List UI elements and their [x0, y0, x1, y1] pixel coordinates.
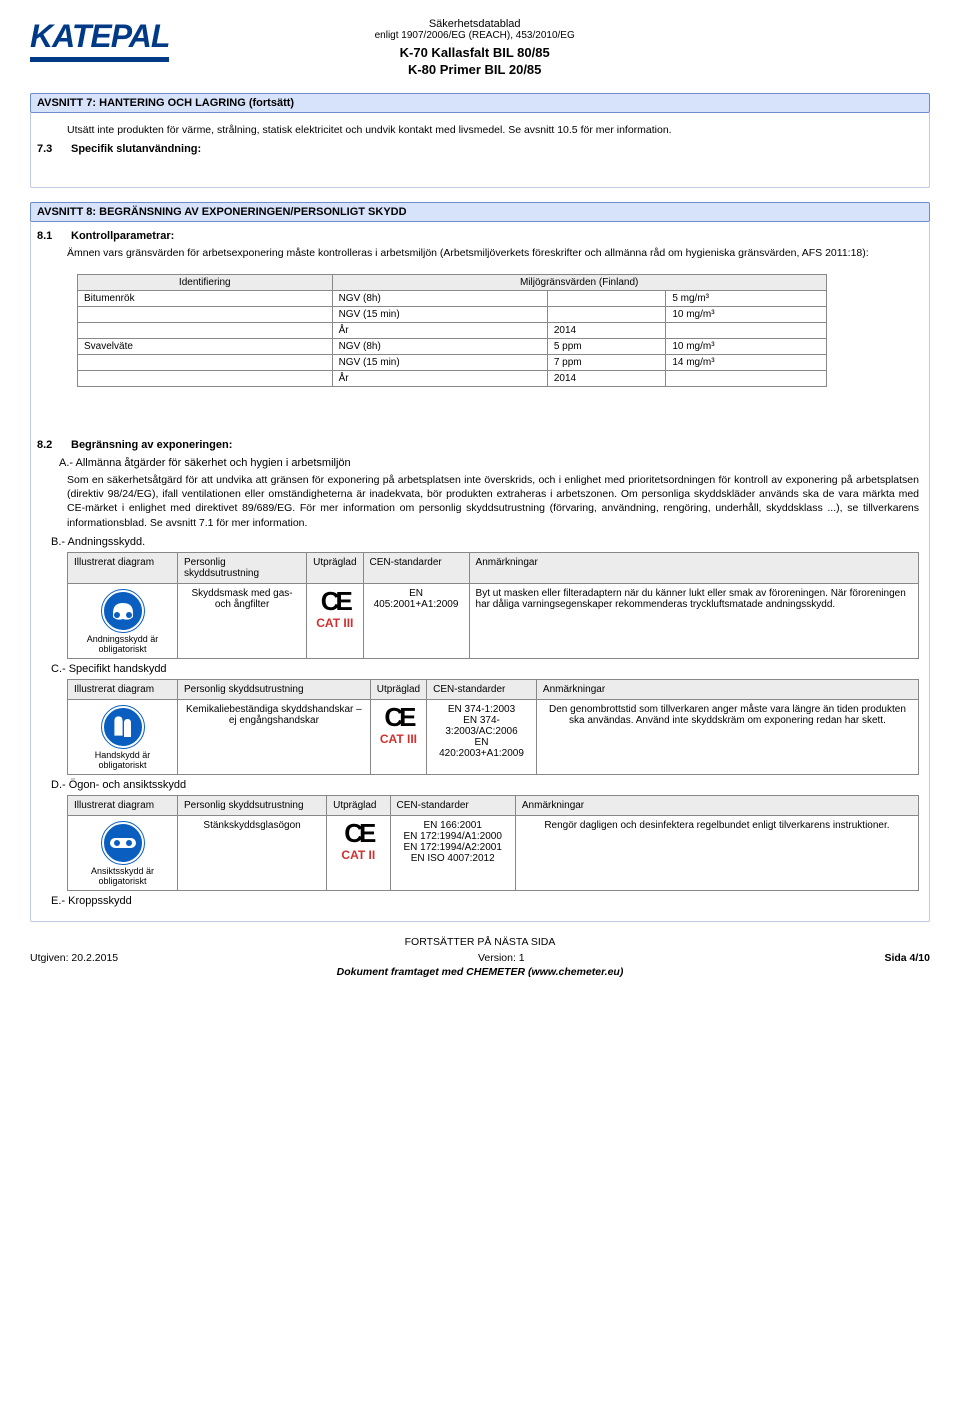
- b-remarks: Byt ut masken eller filteradaptern när d…: [469, 583, 918, 658]
- limits-table: Identifiering Miljögränsvärden (Finland)…: [77, 274, 827, 387]
- subsection-b-title: B.- Andningsskydd.: [51, 536, 919, 548]
- ce-mark-icon: CE: [333, 820, 383, 846]
- d-standards: EN 166:2001 EN 172:1994/A1:2000 EN 172:1…: [390, 815, 515, 890]
- goggles-icon: [102, 822, 144, 864]
- header-center: Säkerhetsdatablad enligt 1907/2006/EG (R…: [189, 18, 760, 79]
- page-header: KATEPAL Säkerhetsdatablad enligt 1907/20…: [30, 18, 930, 79]
- section-8-2-title: Begränsning av exponeringen:: [71, 439, 232, 451]
- section-7-3-title: Specifik slutanvändning:: [71, 143, 201, 155]
- ppe-table-d: Illustrerat diagram Personlig skyddsutru…: [67, 795, 919, 891]
- subsection-d-title: D.- Ögon- och ansiktsskydd: [51, 779, 919, 791]
- b-cat: CAT III: [313, 616, 356, 630]
- subsection-a-title: A.- Allmänna åtgärder för säkerhet och h…: [59, 457, 919, 469]
- footer-chemeter: Dokument framtaget med CHEMETER (www.che…: [30, 966, 930, 978]
- ce-mark-icon: CE: [377, 704, 420, 730]
- ce-mark-icon: CE: [313, 588, 356, 614]
- goggles-caption: Ansiktsskydd är obligatoriskt: [74, 866, 171, 886]
- sds-title: Säkerhetsdatablad: [189, 18, 760, 30]
- d-equipment: Stänkskyddsglasögon: [178, 815, 327, 890]
- section-8-content: 8.1 Kontrollparametrar: Ämnen vars gräns…: [30, 222, 930, 922]
- subsection-a-paragraph: Som en säkerhetsåtgärd för att undvika a…: [67, 473, 919, 530]
- c-remarks: Den genombrottstid som tillverkaren ange…: [536, 699, 918, 774]
- section-8-1-number: 8.1: [37, 230, 63, 242]
- respirator-caption: Andningsskydd är obligatoriskt: [74, 634, 171, 654]
- ppe-table-c: Illustrerat diagram Personlig skyddsutru…: [67, 679, 919, 775]
- section-8-1-title: Kontrollparametrar:: [71, 230, 174, 242]
- regulation-text: enligt 1907/2006/EG (REACH), 453/2010/EG: [189, 30, 760, 41]
- product-name-1: K-70 Kallasfalt BIL 80/85: [189, 45, 760, 62]
- footer-page: Sida 4/10: [884, 952, 930, 964]
- d-cat: CAT II: [333, 848, 383, 862]
- c-cat: CAT III: [377, 732, 420, 746]
- page-footer: FORTSÄTTER PÅ NÄSTA SIDA Utgiven: 20.2.2…: [30, 936, 930, 978]
- gloves-icon: [102, 706, 144, 748]
- product-name-2: K-80 Primer BIL 20/85: [189, 62, 760, 79]
- logo: KATEPAL: [30, 18, 169, 62]
- gloves-caption: Handskydd är obligatoriskt: [74, 750, 171, 770]
- b-equipment: Skyddsmask med gas- och ångfilter: [178, 583, 307, 658]
- section-8-1-paragraph: Ämnen vars gränsvärden för arbetsexponer…: [67, 246, 919, 260]
- footer-continue: FORTSÄTTER PÅ NÄSTA SIDA: [30, 936, 930, 948]
- ppe-table-b: Illustrerat diagram Personlig skyddsutru…: [67, 552, 919, 659]
- subsection-e-title: E.- Kroppsskydd: [51, 895, 919, 907]
- section-7-3-number: 7.3: [37, 143, 63, 155]
- section-7-paragraph: Utsätt inte produkten för värme, strålni…: [67, 123, 919, 137]
- footer-version: Version: 1: [478, 952, 525, 964]
- d-remarks: Rengör dagligen och desinfektera regelbu…: [515, 815, 918, 890]
- section-8-2-number: 8.2: [37, 439, 63, 451]
- c-standards: EN 374-1:2003 EN 374-3:2003/AC:2006 EN 4…: [427, 699, 537, 774]
- section-7-bar: AVSNITT 7: HANTERING OCH LAGRING (fortsä…: [30, 93, 930, 113]
- section-8-bar: AVSNITT 8: BEGRÄNSNING AV EXPONERINGEN/P…: [30, 202, 930, 222]
- c-equipment: Kemikaliebeständiga skyddshandskar – ej …: [178, 699, 371, 774]
- b-standards: EN 405:2001+A1:2009: [363, 583, 469, 658]
- footer-issued: Utgiven: 20.2.2015: [30, 952, 118, 964]
- respirator-icon: [102, 590, 144, 632]
- section-7-content: Utsätt inte produkten för värme, strålni…: [30, 113, 930, 188]
- limits-header-identification: Identifiering: [78, 275, 333, 291]
- subsection-c-title: C.- Specifikt handskydd: [51, 663, 919, 675]
- limits-header-values: Miljögränsvärden (Finland): [332, 275, 826, 291]
